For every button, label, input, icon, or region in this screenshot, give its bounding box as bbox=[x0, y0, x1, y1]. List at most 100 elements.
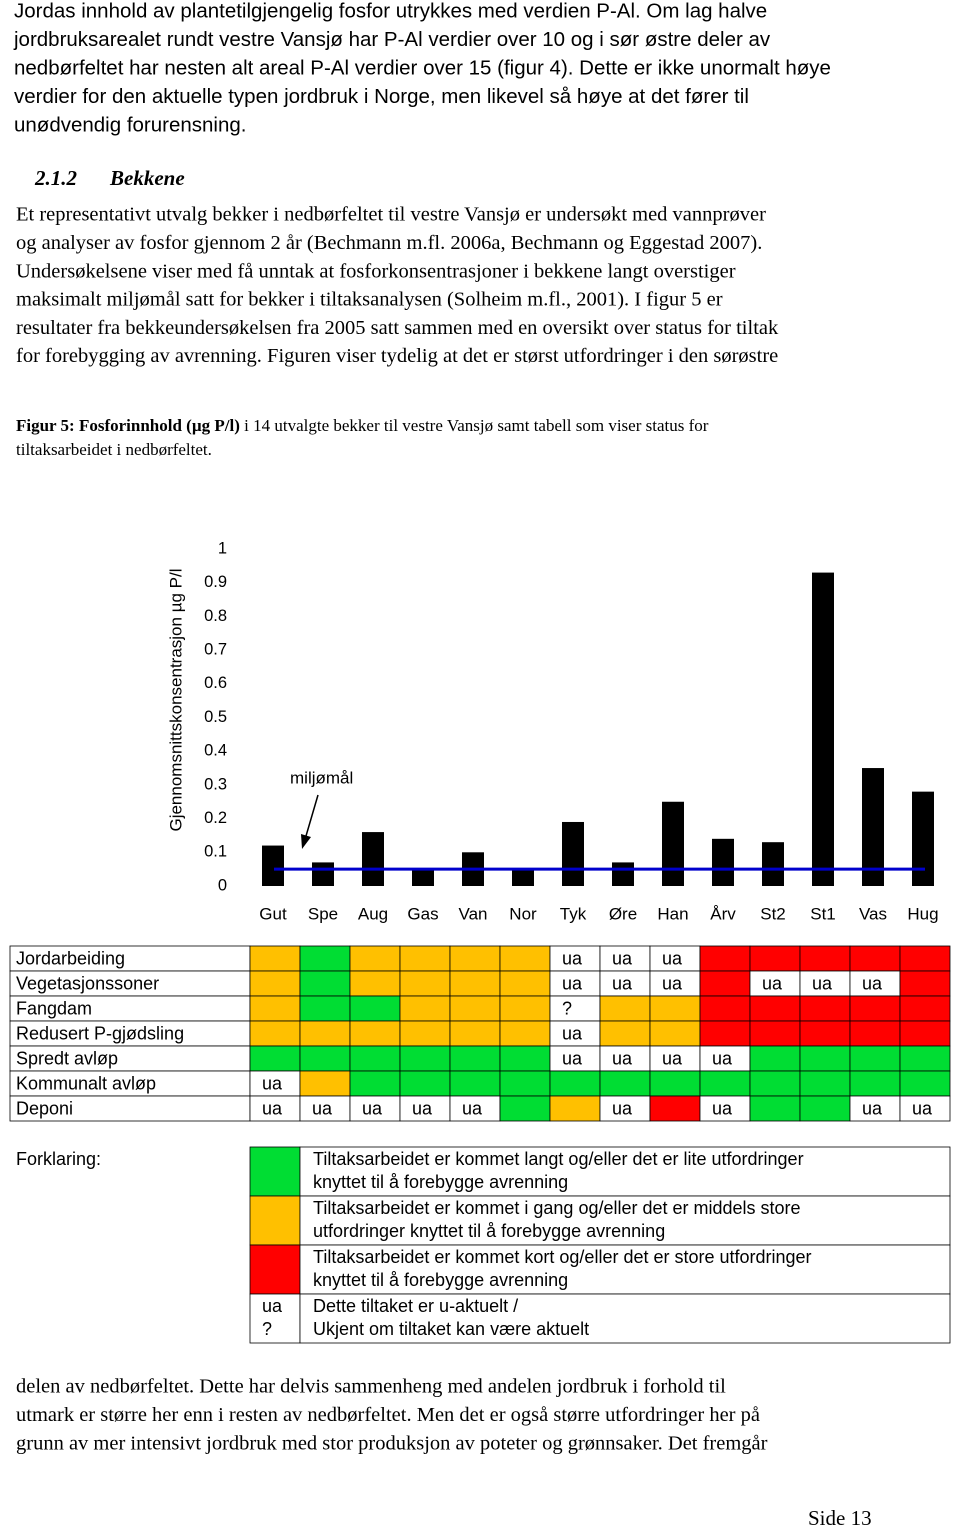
y-tick-label: 0.4 bbox=[204, 742, 227, 760]
cell-label: ua bbox=[612, 1048, 633, 1068]
table-cell bbox=[749, 1045, 801, 1072]
cell-label: ua bbox=[612, 948, 633, 968]
table-cell bbox=[449, 970, 501, 997]
legend-text: Dette tiltaket er u-aktuelt / bbox=[313, 1296, 518, 1316]
legend-text: knyttet til å forebygge avrenning bbox=[313, 1270, 568, 1290]
bar bbox=[262, 845, 284, 886]
table-cell bbox=[299, 1070, 351, 1097]
table-cell bbox=[899, 1020, 951, 1047]
cell-label: ua bbox=[712, 1098, 733, 1118]
bar bbox=[412, 869, 434, 886]
legend-text: Tiltaksarbeidet er kommet i gang og/elle… bbox=[313, 1198, 801, 1218]
cell-label: ua bbox=[562, 1048, 583, 1068]
table-cell bbox=[899, 1045, 951, 1072]
table-cell bbox=[599, 945, 651, 972]
table-cell bbox=[699, 970, 751, 997]
table-cell bbox=[249, 1045, 301, 1072]
x-tick-label: Gut bbox=[259, 904, 287, 923]
y-tick-label: 0.5 bbox=[204, 708, 227, 726]
row-label: Spredt avløp bbox=[16, 1048, 118, 1068]
table-cell bbox=[399, 945, 451, 972]
table-cell bbox=[549, 995, 601, 1022]
arrow-head bbox=[301, 834, 311, 849]
paragraph-line: og analyser av fosfor gjennom 2 år (Bech… bbox=[16, 232, 762, 254]
table-cell bbox=[749, 1095, 801, 1122]
table-cell bbox=[549, 1095, 601, 1122]
table-cell bbox=[599, 1095, 651, 1122]
x-tick-label: Nor bbox=[509, 904, 537, 923]
legend-text-cell bbox=[299, 1244, 951, 1295]
section-title: Bekkene bbox=[109, 166, 185, 190]
table-cell bbox=[649, 995, 701, 1022]
row-label: Vegetasjonssoner bbox=[16, 973, 159, 993]
cell-label: ua bbox=[312, 1098, 333, 1118]
x-tick-label: Hug bbox=[907, 904, 938, 923]
bar bbox=[912, 791, 934, 886]
table-cell bbox=[349, 970, 401, 997]
table-cell bbox=[799, 1045, 851, 1072]
x-tick-label: Vas bbox=[859, 904, 887, 923]
table-cell bbox=[249, 1095, 301, 1122]
table-cell bbox=[849, 995, 901, 1022]
cell-label: ua bbox=[862, 1098, 883, 1118]
y-axis-label: Gjennomsnittskonsentrasjon µg P/l bbox=[166, 568, 185, 831]
table-cell bbox=[749, 1070, 801, 1097]
legend-symbol: ? bbox=[262, 1319, 272, 1339]
cell-label: ua bbox=[362, 1098, 383, 1118]
table-cell bbox=[699, 1045, 751, 1072]
y-tick-label: 0.9 bbox=[204, 573, 227, 591]
table-cell bbox=[549, 970, 601, 997]
table-cell bbox=[799, 970, 851, 997]
legend-title: Forklaring: bbox=[16, 1149, 101, 1169]
table-cell bbox=[749, 970, 801, 997]
cell-label: ua bbox=[712, 1048, 733, 1068]
table-cell bbox=[649, 1095, 701, 1122]
paragraph-line: grunn av mer intensivt jordbruk med stor… bbox=[16, 1433, 768, 1455]
table-cell bbox=[299, 995, 351, 1022]
legend-swatch bbox=[249, 1146, 301, 1197]
table-cell bbox=[349, 1045, 401, 1072]
table-cell bbox=[699, 1020, 751, 1047]
cell-label: ua bbox=[912, 1098, 933, 1118]
x-tick-label: Øre bbox=[609, 904, 637, 923]
table-cell bbox=[549, 1020, 601, 1047]
x-tick-label: Spe bbox=[308, 904, 338, 923]
x-tick-label: Gas bbox=[407, 904, 438, 923]
table-cell bbox=[399, 1070, 451, 1097]
intro-line: jordbruksarealet rundt vestre Vansjø har… bbox=[13, 28, 771, 51]
cell-label: ua bbox=[812, 973, 833, 993]
bar bbox=[812, 572, 834, 886]
cell-label: ua bbox=[262, 1073, 283, 1093]
cell-label: ua bbox=[662, 973, 683, 993]
table-label-cell bbox=[9, 1045, 251, 1072]
table-cell bbox=[249, 1070, 301, 1097]
table-cell bbox=[349, 945, 401, 972]
table-cell bbox=[799, 995, 851, 1022]
table-cell bbox=[699, 995, 751, 1022]
cell-label: ua bbox=[862, 973, 883, 993]
table-cell bbox=[899, 945, 951, 972]
y-tick-label: 0.8 bbox=[204, 607, 227, 625]
y-tick-label: 0.7 bbox=[204, 640, 227, 658]
bar bbox=[662, 801, 684, 886]
bar bbox=[612, 862, 634, 886]
row-label: Fangdam bbox=[16, 998, 92, 1018]
legend-symbol: ua bbox=[262, 1296, 283, 1316]
table-cell bbox=[849, 1070, 901, 1097]
cell-label: ua bbox=[462, 1098, 483, 1118]
table-cell bbox=[249, 1020, 301, 1047]
bar bbox=[712, 838, 734, 886]
table-cell bbox=[599, 1070, 651, 1097]
intro-line: Jordas innhold av plantetilgjengelig fos… bbox=[14, 0, 767, 22]
table-cell bbox=[549, 1070, 601, 1097]
cell-label: ua bbox=[612, 1098, 633, 1118]
paragraph-line: for forebygging av avrenning. Figuren vi… bbox=[16, 345, 778, 367]
caption-line: tiltaksarbeidet i nedbørfeltet. bbox=[16, 440, 212, 459]
table-cell bbox=[649, 970, 701, 997]
table-cell bbox=[449, 1020, 501, 1047]
table-label-cell bbox=[9, 945, 251, 972]
legend-text: Tiltaksarbeidet er kommet langt og/eller… bbox=[313, 1149, 804, 1169]
cell-label: ua bbox=[662, 1048, 683, 1068]
